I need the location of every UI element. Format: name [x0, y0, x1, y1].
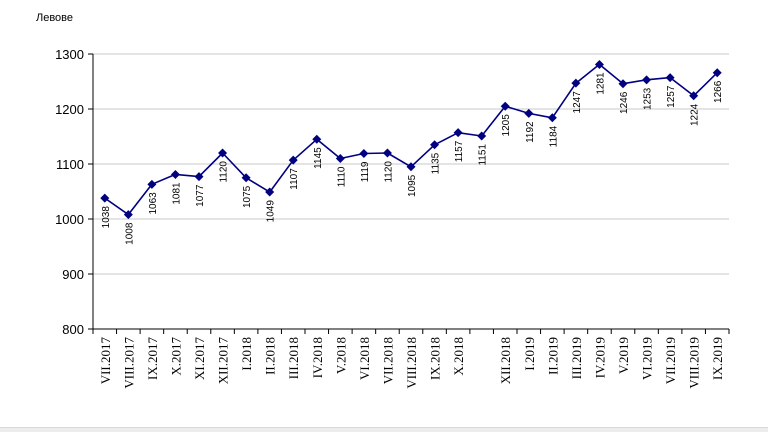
data-label: 1081 [171, 182, 182, 205]
data-point-marker [359, 149, 369, 159]
x-tick-label: VIII.2018 [404, 337, 419, 389]
data-point-marker [406, 162, 416, 172]
y-tick-label: 900 [62, 267, 84, 282]
data-point-marker [265, 187, 275, 197]
x-tick-label: III.2019 [569, 337, 584, 379]
data-label: 1135 [431, 152, 442, 174]
data-point-marker [665, 73, 675, 83]
x-tick-label: IX.2019 [710, 337, 725, 380]
data-point-marker [430, 140, 440, 150]
data-label: 1120 [219, 161, 230, 183]
data-point-marker [241, 173, 251, 183]
x-tick-label: X.2017 [168, 337, 183, 376]
x-tick-label: IX.2017 [145, 337, 160, 380]
data-label: 1110 [336, 166, 347, 187]
data-point-marker [312, 134, 322, 144]
data-point-marker [100, 193, 110, 203]
data-point-marker [335, 154, 345, 163]
data-point-marker [712, 68, 722, 78]
data-label: 1077 [195, 184, 206, 207]
data-label: 1063 [148, 192, 159, 215]
x-tick-label: XI.2017 [192, 337, 207, 380]
data-point-marker [170, 169, 180, 179]
data-point-marker [689, 91, 699, 101]
y-tick-label: 1100 [56, 157, 84, 172]
data-label: 1247 [572, 91, 583, 114]
data-point-marker [500, 101, 510, 111]
x-tick-label: VI.2019 [640, 337, 655, 380]
data-label: 1253 [643, 87, 654, 110]
data-point-marker [147, 179, 157, 189]
x-tick-label: II.2018 [263, 337, 278, 375]
data-point-marker [194, 172, 204, 182]
x-tick-label: VI.2018 [357, 337, 372, 380]
data-label: 1246 [619, 91, 630, 114]
data-label: 1119 [360, 161, 371, 182]
data-label: 1157 [454, 140, 465, 162]
x-tick-label: VII.2019 [663, 337, 678, 384]
data-label: 1151 [478, 144, 489, 166]
x-tick-label: IV.2019 [592, 337, 607, 378]
data-point-marker [477, 131, 487, 141]
y-tick-label: 1300 [55, 47, 84, 62]
x-tick-label: IX.2018 [428, 337, 443, 380]
x-tick-label: XII.2018 [498, 337, 513, 384]
x-tick-label: I.2018 [239, 337, 254, 371]
y-tick-label: 1200 [55, 102, 84, 117]
x-tick-label: X.2018 [451, 337, 466, 376]
data-markers [100, 59, 722, 220]
y-tick-label: 800 [62, 322, 84, 337]
x-tick-label: VII.2018 [380, 337, 395, 384]
data-label: 1075 [242, 185, 253, 208]
data-point-marker [288, 155, 298, 165]
data-label: 1107 [289, 168, 300, 190]
data-point-marker [642, 75, 652, 85]
x-tick-label: V.2019 [616, 337, 631, 374]
data-label: 1145 [313, 147, 324, 169]
data-point-marker [382, 148, 392, 158]
data-point-marker [524, 108, 534, 118]
x-tick-label: XII.2017 [216, 337, 231, 385]
data-label: 1266 [713, 80, 724, 103]
x-tick-labels: VII.2017 VIII.2017 IX.2017 X.2017 XI.2017 XII… [98, 337, 725, 389]
data-point-marker [547, 113, 557, 123]
data-label: 1205 [501, 114, 512, 137]
data-point-marker [594, 59, 604, 69]
x-tick-label: V.2018 [333, 337, 348, 374]
axes [88, 53, 730, 334]
data-label: 1038 [101, 206, 112, 229]
data-label: 1008 [124, 222, 135, 245]
data-label: 1192 [525, 121, 536, 143]
data-point-marker [618, 79, 628, 89]
x-tick-label: II.2019 [545, 337, 560, 375]
data-point-marker [123, 210, 133, 220]
data-label: 1224 [690, 103, 701, 126]
x-tick-label: I.2019 [522, 337, 537, 371]
y-tick-labels: 800 900 1000 1100 1200 1300 [55, 47, 84, 337]
data-label: 1049 [266, 200, 277, 223]
y-axis-label: Левове [36, 12, 73, 24]
data-label: 1120 [383, 161, 394, 183]
data-labels: 1038 1008 1063 1081 1077 1120 1075 1049 1107 1145… [101, 72, 724, 245]
data-label: 1281 [595, 72, 606, 95]
data-point-marker [571, 78, 581, 88]
data-point-marker [218, 148, 228, 158]
data-label: 1184 [548, 125, 559, 147]
bottom-divider [0, 427, 768, 432]
data-label: 1095 [407, 174, 418, 197]
x-tick-label: VIII.2019 [687, 337, 702, 389]
data-label: 1257 [666, 85, 677, 108]
y-tick-label: 1000 [55, 212, 84, 227]
data-point-marker [453, 128, 463, 138]
x-tick-label: III.2018 [286, 337, 301, 379]
x-tick-label: VIII.2017 [121, 337, 136, 389]
x-tick-label: VII.2017 [98, 337, 113, 385]
x-tick-label: IV.2018 [310, 337, 325, 378]
